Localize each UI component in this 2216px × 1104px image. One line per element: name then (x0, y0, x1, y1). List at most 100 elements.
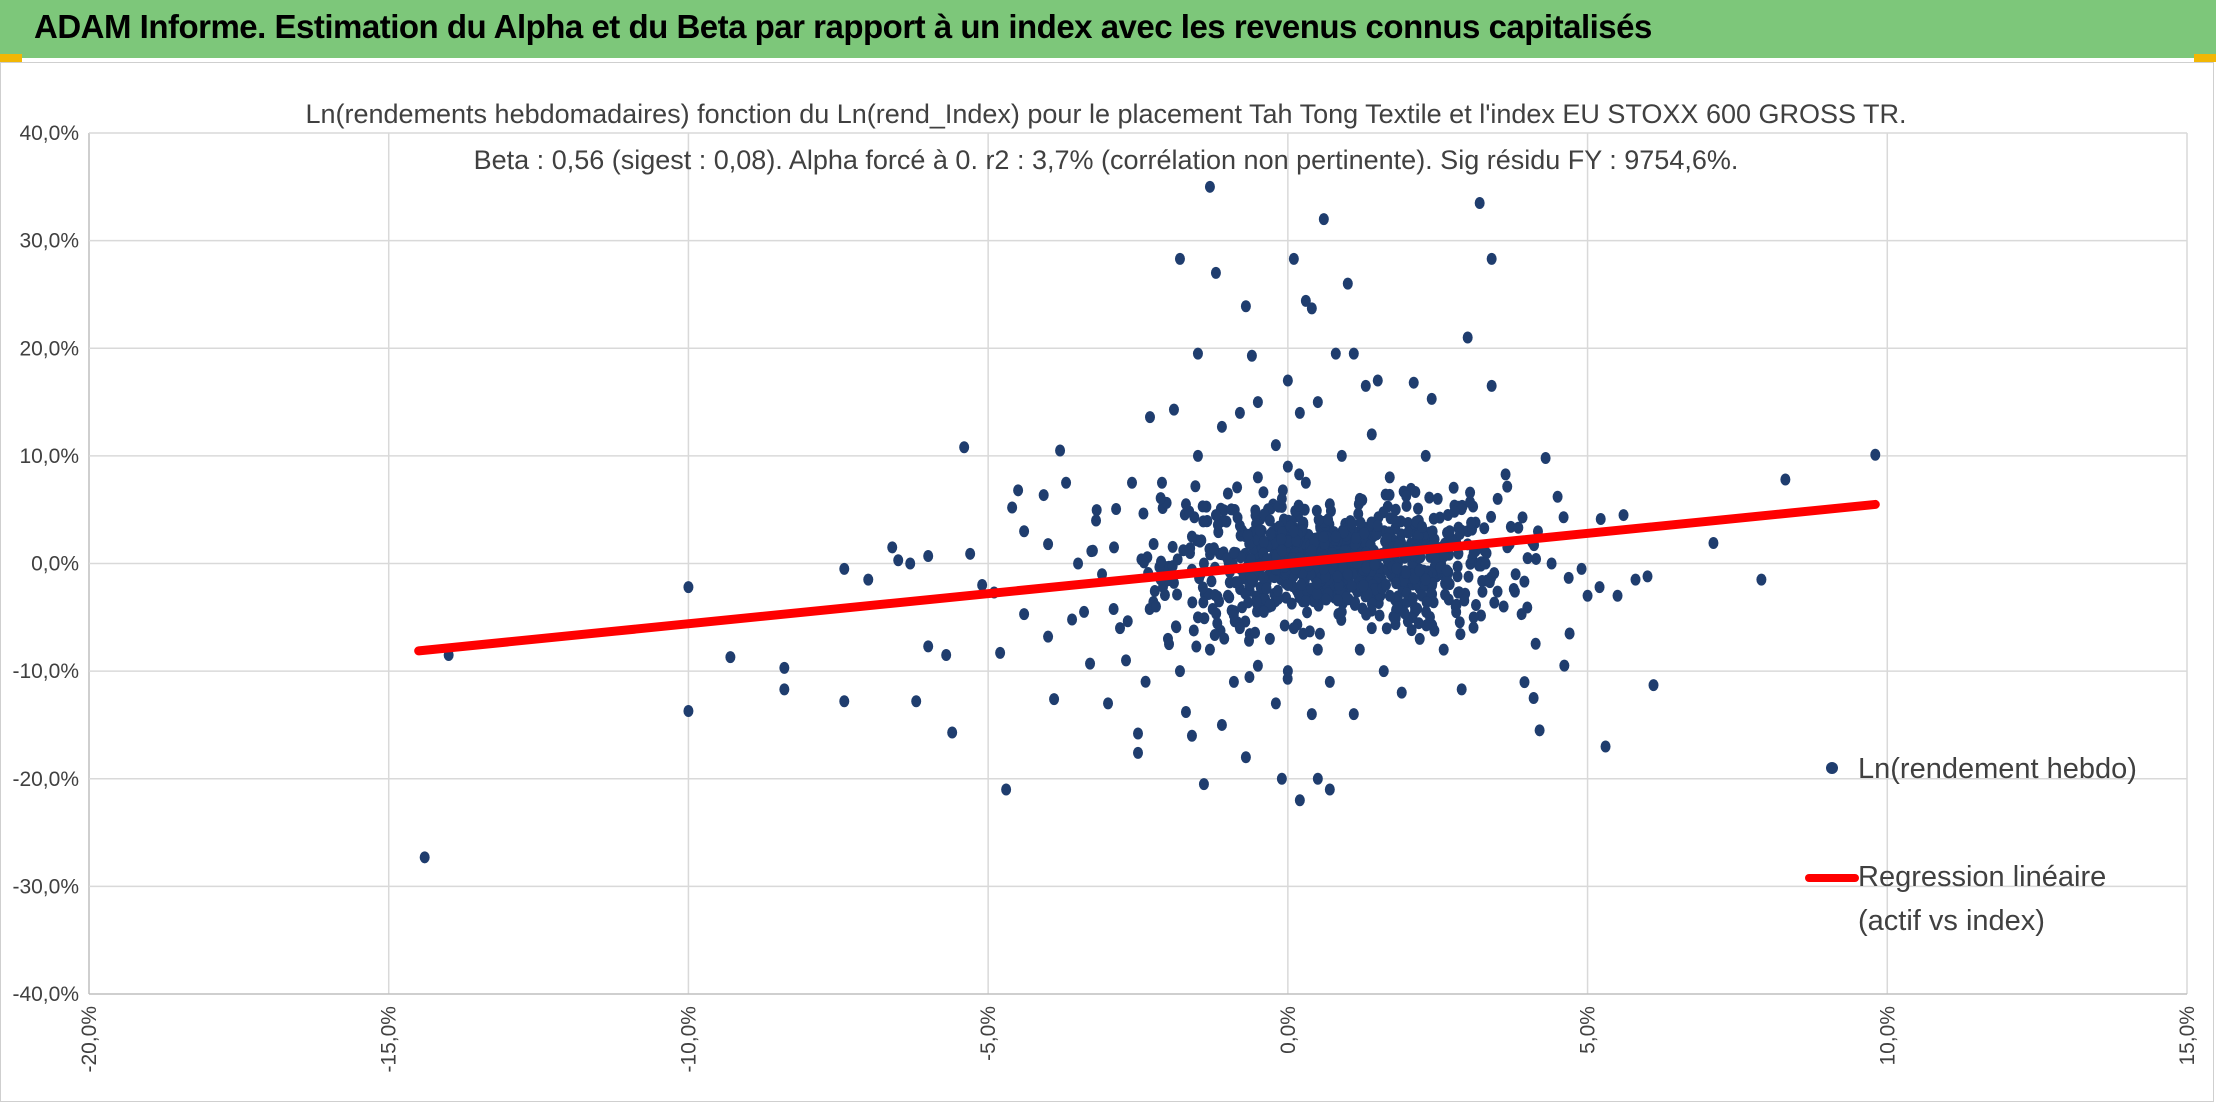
data-point (1648, 679, 1659, 692)
data-point (1250, 504, 1261, 517)
data-point (1212, 518, 1223, 531)
data-point (1481, 547, 1492, 560)
data-point (1403, 526, 1414, 539)
data-point (1242, 528, 1253, 541)
corner-mark-right (2194, 54, 2216, 62)
data-point (959, 441, 970, 454)
data-point (1448, 481, 1459, 494)
data-point (1244, 634, 1255, 647)
data-point (1204, 180, 1215, 193)
x-tick-label: -15,0% (378, 1006, 401, 1073)
data-point (1421, 619, 1432, 632)
data-point (1413, 502, 1424, 515)
data-point (1341, 591, 1352, 604)
data-point (1612, 589, 1623, 602)
data-point (1252, 659, 1263, 672)
data-point (1270, 697, 1281, 710)
data-point (1204, 643, 1215, 656)
data-point (1245, 553, 1256, 566)
data-point (1061, 476, 1072, 489)
x-tick-label: 15,0% (2176, 1006, 2199, 1066)
data-point (1438, 643, 1449, 656)
data-point (1361, 608, 1372, 621)
data-point (1231, 576, 1242, 589)
data-point (1300, 595, 1311, 608)
data-point (1563, 571, 1574, 584)
data-point (1091, 514, 1102, 527)
data-point (683, 704, 694, 717)
data-point (1270, 439, 1281, 452)
legend-marker-scatter (1826, 762, 1838, 774)
data-point (1484, 576, 1495, 589)
data-point (1420, 449, 1431, 462)
data-point (1342, 568, 1353, 581)
data-point (1302, 606, 1313, 619)
data-point (1067, 613, 1078, 626)
data-point (1455, 628, 1466, 641)
data-point (911, 695, 922, 708)
data-point (1378, 506, 1389, 519)
data-point (1265, 528, 1276, 541)
data-point (905, 557, 916, 570)
y-tick-label: -40,0% (12, 983, 79, 1006)
data-point (1218, 504, 1229, 517)
data-point (1412, 602, 1423, 615)
data-point (1424, 491, 1435, 504)
data-point (1254, 524, 1265, 537)
data-point (1516, 608, 1527, 621)
data-point (1359, 527, 1370, 540)
data-point (1428, 596, 1439, 609)
data-point (1439, 549, 1450, 562)
data-point (887, 541, 898, 554)
data-point (1250, 626, 1261, 639)
data-point (1530, 637, 1541, 650)
data-point (1342, 277, 1353, 290)
data-point (1312, 643, 1323, 656)
data-point (965, 547, 976, 560)
data-point (1209, 629, 1220, 642)
data-point (1391, 562, 1402, 575)
y-tick-label: 40,0% (19, 122, 79, 145)
data-point (1296, 578, 1307, 591)
data-point (1038, 489, 1049, 502)
data-point (1463, 570, 1474, 583)
data-point (1192, 347, 1203, 360)
data-point (1477, 585, 1488, 598)
data-point (923, 549, 934, 562)
data-point (1519, 676, 1530, 689)
data-point (1291, 534, 1302, 547)
data-point (1312, 396, 1323, 409)
data-point (1210, 266, 1221, 279)
data-point (1234, 406, 1245, 419)
data-point (1258, 535, 1269, 548)
data-point (1228, 546, 1239, 559)
data-point (1190, 480, 1201, 493)
data-point (1198, 778, 1209, 791)
data-point (1174, 665, 1185, 678)
data-point (1109, 541, 1120, 554)
data-point (1234, 519, 1245, 532)
report-title: ADAM Informe. Estimation du Alpha et du … (34, 8, 1652, 45)
data-point (683, 581, 694, 594)
data-point (1282, 665, 1293, 678)
data-point (1293, 499, 1304, 512)
data-point (1318, 213, 1329, 226)
x-tick-label: 5,0% (1577, 1006, 1600, 1054)
data-point (1401, 499, 1412, 512)
data-point (1366, 622, 1377, 635)
data-point (1286, 597, 1297, 610)
data-point (1564, 627, 1575, 640)
data-point (1055, 444, 1066, 457)
data-point (1486, 510, 1497, 523)
data-point (1311, 577, 1322, 590)
legend-label-regression: Regression linéaire (1858, 861, 2106, 893)
data-point (1246, 349, 1257, 362)
data-point (1546, 557, 1557, 570)
data-point (1306, 708, 1317, 721)
data-point (1150, 600, 1161, 613)
data-point (1559, 659, 1570, 672)
data-point (1252, 471, 1263, 484)
data-point (1346, 517, 1357, 530)
data-point (1381, 578, 1392, 591)
data-point (1209, 542, 1220, 555)
